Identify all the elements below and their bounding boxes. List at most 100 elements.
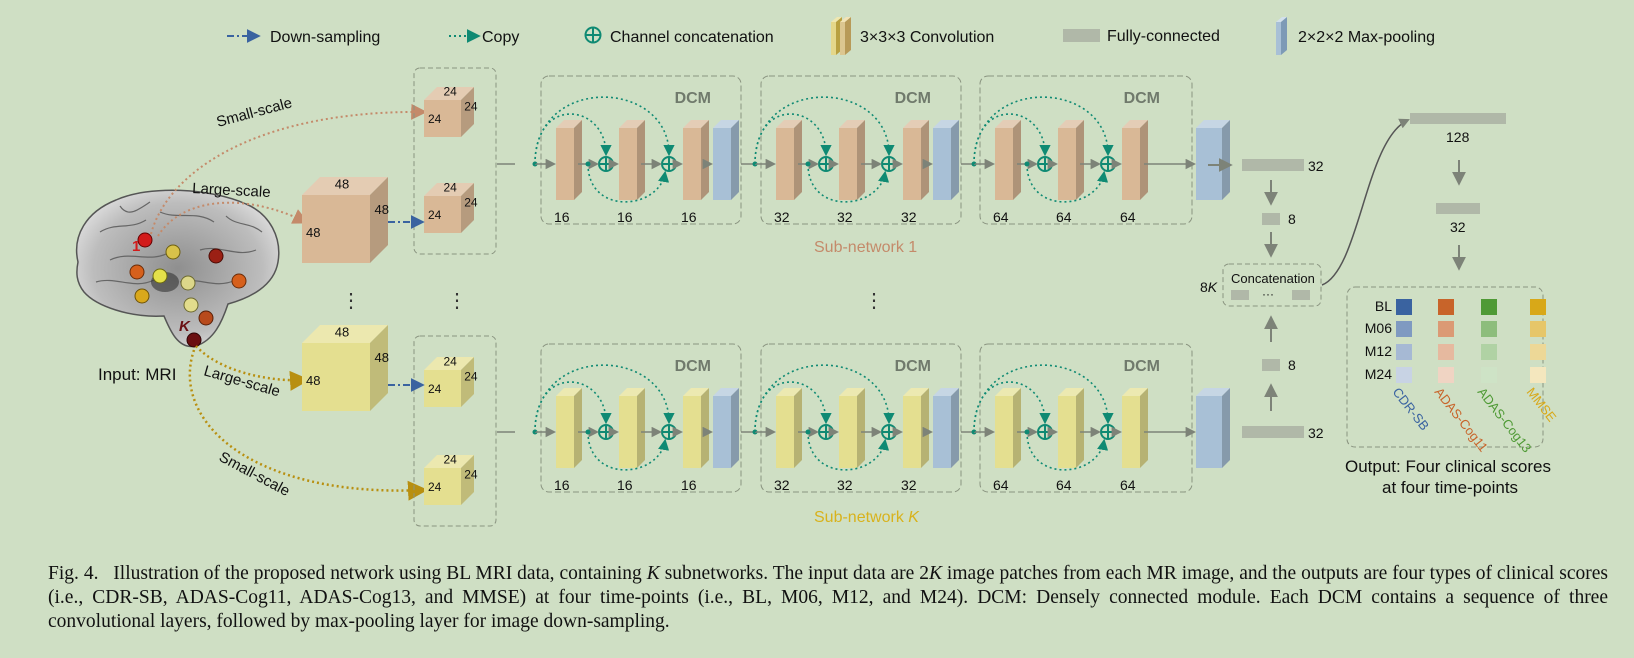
channel-count: 16 [554, 477, 570, 493]
score-cell [1530, 367, 1546, 383]
conv-layer [619, 120, 645, 200]
fc-mid-top [1262, 213, 1280, 225]
pool-layer [1196, 388, 1230, 468]
ellipsis-large: ⋮ [341, 290, 361, 312]
cube-large-k-size-side: 48 [375, 350, 389, 365]
dcm-frame [760, 75, 962, 225]
dcm-frame [760, 343, 962, 493]
channel-count: 16 [681, 209, 697, 225]
patch-group-k [413, 335, 497, 527]
channel-count: 16 [681, 477, 697, 493]
cube-small-1-size-side: 24 [464, 99, 478, 113]
dcm-frame [979, 343, 1193, 493]
concat-node [1037, 424, 1053, 440]
dcm-frame [979, 75, 1193, 225]
caption-part-2: subnetworks. The input data are 2 [659, 563, 929, 584]
score-cell [1530, 299, 1546, 315]
score-cell [1396, 344, 1412, 360]
cube-small-k-size-side: 24 [464, 369, 478, 383]
cube-large-1-size-top: 48 [335, 177, 349, 192]
fc-bottom [1242, 426, 1304, 438]
channel-count: 16 [617, 209, 633, 225]
cube-small-kb-size-top: 24 [443, 452, 457, 466]
concatenation-icon [584, 26, 602, 44]
cube-small-1b-size-side: 24 [464, 195, 478, 209]
channel-count: 64 [993, 209, 1009, 225]
score-cell [1396, 299, 1412, 315]
dcm-block-1-1: DCM 16 16 16 [532, 75, 755, 225]
channel-count: 64 [1056, 209, 1072, 225]
concat-dots: ··· [1262, 287, 1274, 301]
fc-mid-bottom-size: 8 [1288, 357, 1296, 373]
fc-top-size: 32 [1308, 158, 1324, 174]
fc-mid-bottom [1262, 359, 1280, 371]
conv-layer [776, 388, 802, 468]
output-label-line1: Output: Four clinical scores [1345, 457, 1551, 476]
pool-layer [933, 120, 959, 200]
concat-node [1100, 156, 1116, 172]
conv-layer [619, 388, 645, 468]
small-scale-label-k: Small-scale [216, 449, 292, 500]
dcm-block-1-2: DCM 32 32 32 [752, 75, 974, 225]
channel-count: 16 [554, 209, 570, 225]
channel-count: 32 [901, 209, 917, 225]
conv-layer [683, 388, 709, 468]
large-scale-path-1 [157, 201, 309, 237]
legend: Down-sampling Copy Channel concatenation… [227, 17, 1435, 55]
head-fc-32 [1436, 203, 1480, 214]
cube-large-k-size-top: 48 [335, 325, 349, 340]
cube-small-1-size-top: 24 [443, 84, 457, 98]
score-cell [1481, 321, 1497, 337]
large-scale-label-k: Large-scale [202, 363, 282, 401]
subnetwork-1-label: Sub-network 1 [814, 239, 917, 256]
dcm-frame [540, 75, 742, 225]
score-cell [1438, 299, 1454, 315]
conv-layer [903, 388, 929, 468]
figure-caption: Fig. 4. Illustration of the proposed net… [48, 562, 1608, 634]
dcm-block-k-3: DCM 64 64 64 [971, 343, 1230, 493]
fusion-module: 32 8 Concatenation ··· 8K 8 32 128 32 [1200, 113, 1506, 441]
caption-part-1: Fig. 4. Illustration of the proposed net… [48, 563, 647, 584]
concatenation-box [1222, 263, 1322, 307]
channel-count: 64 [1120, 477, 1136, 493]
channel-count: 32 [837, 209, 853, 225]
fc-top [1242, 159, 1304, 171]
conv-layer [1122, 388, 1148, 468]
dcm-block-k-1: DCM 16 16 16 [532, 343, 755, 493]
concat-node [661, 156, 677, 172]
fc-mid-top-size: 8 [1288, 211, 1296, 227]
concat-node [818, 424, 834, 440]
concat-node [598, 156, 614, 172]
score-cell [1396, 321, 1412, 337]
caption-k-1: K [646, 563, 660, 584]
dcm-label: DCM [895, 358, 931, 375]
cube-small-k-size-top: 24 [443, 354, 457, 368]
dcm-block-k-2: DCM 32 32 32 [752, 343, 974, 493]
head-fc-128 [1410, 113, 1506, 124]
concat-node [661, 424, 677, 440]
large-scale-label-1: Large-scale [192, 180, 271, 201]
subnetwork-k-label: Sub-network K [814, 509, 920, 526]
dcm-label: DCM [1124, 358, 1160, 375]
timepoint-m24: M24 [1365, 366, 1392, 382]
cube-small-kb-size-front: 24 [428, 480, 442, 494]
conv-layer [1058, 120, 1084, 200]
dcm-block-1-3: DCM 64 64 64 [971, 75, 1230, 225]
conv-layer [995, 120, 1021, 200]
concat-node [818, 156, 834, 172]
head-fc-128-size: 128 [1446, 129, 1470, 145]
concat-node [598, 424, 614, 440]
score-label-0: CDR-SB [1390, 385, 1433, 434]
conv-layer [1058, 388, 1084, 468]
conv-layer [683, 120, 709, 200]
caption-part-3: image patches from each MR image, and th… [48, 563, 1613, 632]
conv-layer [556, 120, 582, 200]
conv-layer [903, 120, 929, 200]
cube-large-1-size-front: 48 [306, 225, 320, 240]
network-diagram: Down-sampling Copy Channel concatenation… [76, 17, 1560, 527]
conv-layer [839, 120, 865, 200]
